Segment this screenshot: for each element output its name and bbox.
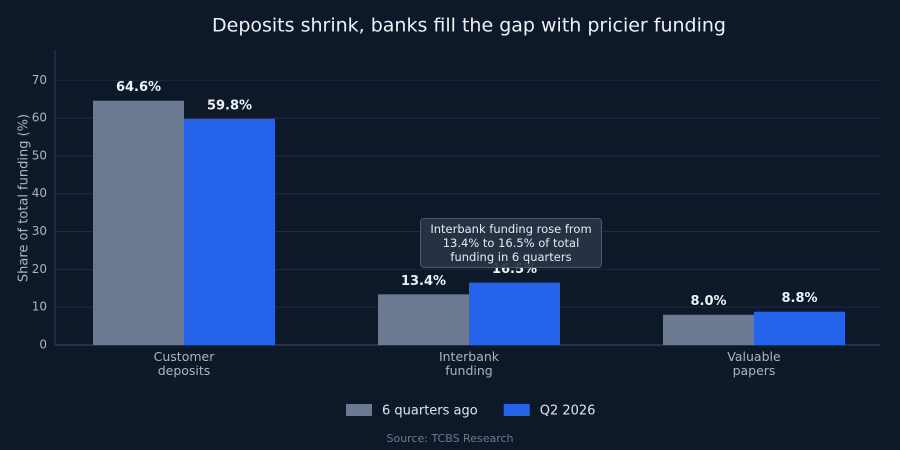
y-tick-label: 30 (32, 224, 47, 238)
y-tick-label: 60 (32, 111, 47, 125)
y-tick-label: 50 (32, 148, 47, 162)
value-label: 59.8% (207, 98, 252, 113)
y-tick-label: 10 (32, 300, 47, 314)
value-label: 13.4% (401, 274, 446, 289)
x-tick-label: Interbank funding (438, 349, 500, 378)
value-label: 64.6% (116, 80, 161, 95)
y-tick-label: 70 (32, 73, 47, 87)
bar (93, 100, 184, 345)
legend-swatch (503, 404, 530, 416)
bar (469, 282, 560, 345)
source: Source: TCBS Research (386, 432, 513, 445)
legend-label: Q2 2026 (540, 404, 596, 419)
bar (184, 118, 275, 345)
y-tick-label: 0 (39, 338, 47, 352)
bar (754, 311, 845, 345)
value-label: 8.8% (781, 291, 817, 306)
bar (378, 294, 469, 345)
bar (663, 314, 754, 345)
value-label: 8.0% (690, 294, 726, 309)
y-tick-label: 20 (32, 262, 47, 276)
y-axis-label: Share of total funding (%) (17, 114, 32, 282)
annotation: Interbank funding rose from 13.4% to 16.… (420, 218, 602, 268)
y-tick-label: 40 (32, 186, 47, 200)
x-tick-label: Valuable papers (727, 349, 781, 378)
x-tick-label: Customer deposits (153, 349, 215, 378)
legend-swatch (346, 404, 372, 416)
chart-title: Deposits shrink, banks fill the gap with… (212, 15, 726, 37)
legend-label: 6 quarters ago (382, 404, 478, 419)
